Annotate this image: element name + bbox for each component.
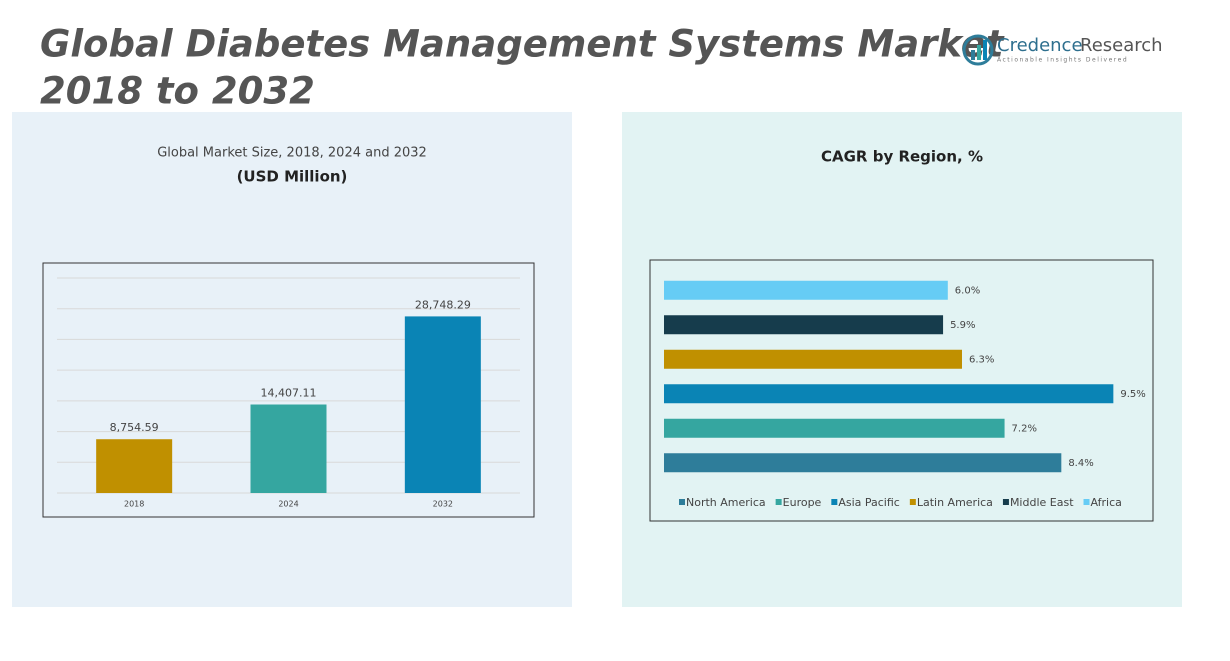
chart-frame <box>649 259 1154 522</box>
chart-subtitle: (USD Million) <box>237 168 348 186</box>
title-line: 2018 to 2032 <box>40 70 315 113</box>
chart-frame <box>42 262 535 518</box>
logo-name: Research <box>1080 35 1163 56</box>
chart-title: Global Market Size, 2018, 2024 and 2032 <box>157 146 427 161</box>
legend-swatch <box>909 499 916 505</box>
title-line: Global Diabetes Management Systems Marke… <box>40 23 1005 66</box>
x-tick-label: 2032 <box>433 500 453 509</box>
data-label: 8,754.59 <box>110 421 159 434</box>
x-tick-label: 2018 <box>124 500 144 509</box>
legend-swatch <box>775 499 782 505</box>
legend-label: Latin America <box>917 496 993 509</box>
x-tick-label: 2024 <box>278 500 298 509</box>
bar <box>664 418 1005 438</box>
data-label: 28,748.29 <box>415 298 471 311</box>
left-panel <box>12 112 572 607</box>
legend-label: Africa <box>1091 496 1122 509</box>
data-label: 14,407.11 <box>261 386 317 399</box>
logo-icon <box>962 34 994 66</box>
legend-swatch <box>1002 499 1009 505</box>
logo-name: Credence <box>997 35 1083 56</box>
data-label: 9.5% <box>1120 389 1145 400</box>
data-label: 7.2% <box>1012 423 1037 434</box>
legend-label: Europe <box>783 496 822 509</box>
data-label: 6.3% <box>969 354 994 365</box>
legend-swatch <box>831 499 838 505</box>
bar <box>664 384 1114 404</box>
data-label: 6.0% <box>955 285 980 296</box>
bar <box>96 439 173 493</box>
legend-swatch <box>1083 499 1090 505</box>
legend-swatch <box>679 499 685 505</box>
legend-label: North America <box>686 496 766 509</box>
legend-label: Middle East <box>1010 496 1074 509</box>
data-label: 8.4% <box>1068 458 1093 469</box>
legend-label: Asia Pacific <box>838 496 900 509</box>
bar <box>404 316 481 493</box>
bar <box>664 453 1062 473</box>
bar <box>664 349 962 369</box>
bar <box>664 315 944 335</box>
bar <box>664 280 948 300</box>
data-label: 5.9% <box>950 320 975 331</box>
bar <box>250 404 327 493</box>
logo-tagline: Actionable Insights Delivered <box>997 57 1128 64</box>
chart-title: CAGR by Region, % <box>821 148 983 166</box>
